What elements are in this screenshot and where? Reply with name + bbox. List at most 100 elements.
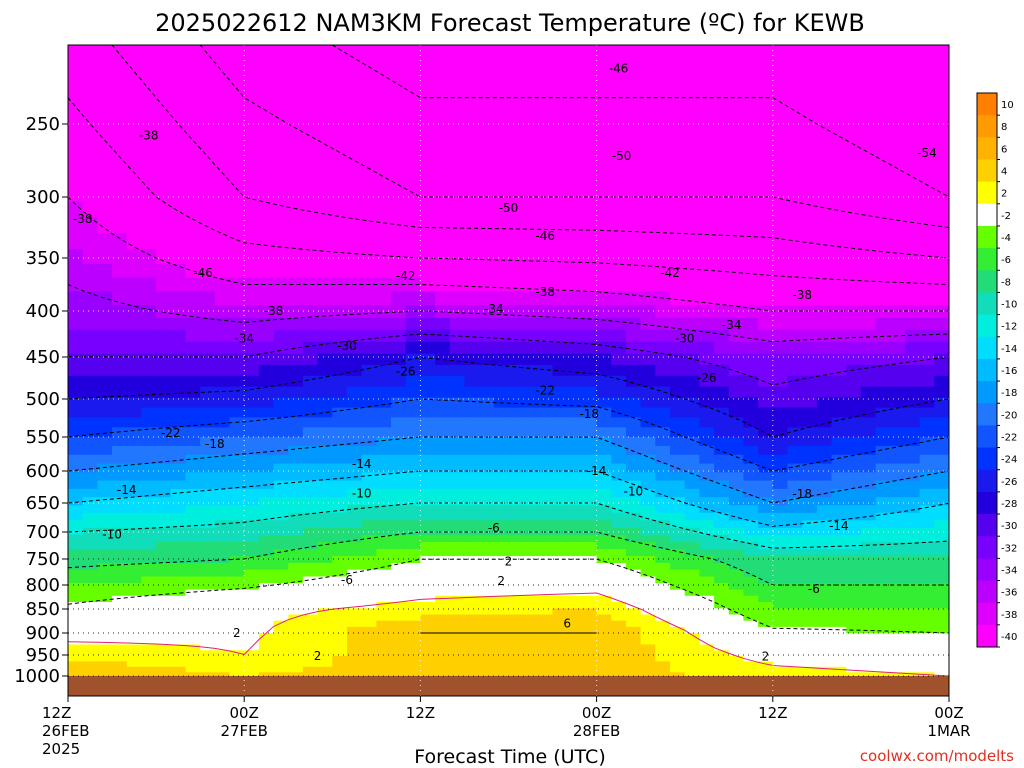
field-cell (244, 145, 260, 166)
field-cell (831, 264, 847, 279)
field-cell (537, 397, 554, 409)
field-cell (332, 317, 348, 331)
field-cell (347, 217, 363, 234)
field-cell (361, 549, 377, 557)
field-cell (890, 145, 906, 166)
field-cell (68, 386, 84, 399)
field-cell (684, 650, 700, 657)
field-cell (200, 106, 216, 128)
field-cell (581, 488, 598, 498)
field-cell (302, 542, 319, 550)
field-cell (112, 497, 128, 506)
field-cell (537, 589, 554, 597)
field-cell (523, 86, 539, 108)
field-cell (229, 145, 245, 166)
field-cell (714, 505, 730, 514)
field-cell (919, 556, 935, 564)
field-cell (684, 317, 700, 331)
field-cell (905, 427, 921, 438)
field-cell (82, 472, 98, 482)
field-cell (185, 277, 201, 292)
field-cell (82, 527, 98, 536)
field-cell (772, 386, 789, 399)
field-cell (684, 638, 700, 646)
field-cell (302, 145, 319, 166)
field-cell (464, 666, 480, 673)
field-cell (258, 644, 275, 651)
field-cell (567, 497, 583, 506)
field-cell (552, 427, 568, 438)
field-cell (258, 454, 275, 465)
field-cell (567, 644, 583, 651)
field-cell (626, 595, 642, 603)
field-cell (391, 386, 407, 399)
field-cell (141, 480, 157, 490)
field-cell (581, 512, 598, 521)
field-cell (317, 472, 333, 482)
field-cell (273, 472, 289, 482)
field-cell (200, 655, 216, 662)
field-cell (655, 353, 671, 366)
field-cell (244, 520, 260, 529)
field-cell (743, 329, 759, 343)
field-cell (552, 353, 568, 366)
field-cell (890, 497, 906, 506)
field-cell (141, 583, 157, 591)
field-cell (875, 472, 891, 482)
field-cell (82, 445, 98, 456)
field-cell (302, 672, 319, 680)
colorbar-swatch (977, 270, 997, 293)
field-cell (655, 666, 671, 673)
field-cell (581, 417, 598, 428)
field-cell (581, 614, 598, 622)
field-cell (376, 620, 392, 628)
field-cell (435, 106, 451, 128)
field-cell (97, 417, 113, 428)
field-cell (552, 329, 568, 343)
field-cell (156, 317, 172, 331)
field-cell (405, 638, 421, 646)
field-cell (391, 445, 407, 456)
field-cell (846, 277, 862, 292)
field-cell (758, 329, 774, 343)
field-cell (302, 480, 319, 490)
field-cell (846, 126, 862, 147)
field-cell (523, 650, 539, 657)
field-cell (728, 317, 745, 331)
field-cell (890, 672, 906, 680)
field-cell (934, 305, 949, 319)
field-cell (684, 661, 700, 668)
field-cell (464, 497, 480, 506)
field-cell (905, 626, 921, 634)
field-cell (611, 249, 627, 265)
field-cell (802, 201, 818, 218)
field-cell (200, 249, 216, 265)
field-cell (391, 437, 407, 447)
field-cell (919, 614, 935, 622)
field-cell (890, 620, 906, 628)
field-cell (214, 655, 231, 662)
contour-label: -30 (675, 332, 695, 346)
field-cell (376, 644, 392, 651)
field-cell (391, 233, 407, 250)
field-cell (464, 463, 480, 473)
field-cell (846, 666, 862, 673)
field-cell (699, 437, 715, 447)
field-cell (258, 576, 275, 584)
field-cell (670, 145, 686, 166)
field-cell (214, 264, 231, 279)
field-cell (758, 445, 774, 456)
field-cell (714, 608, 730, 616)
field-cell (435, 661, 451, 668)
field-cell (670, 589, 686, 597)
field-cell (684, 480, 700, 490)
field-cell (214, 341, 231, 355)
field-cell (758, 583, 774, 591)
field-cell (214, 638, 231, 646)
field-cell (361, 183, 377, 203)
field-cell (758, 535, 774, 543)
field-cell (376, 527, 392, 536)
field-cell (508, 576, 524, 584)
field-cell (347, 650, 363, 657)
field-cell (684, 472, 700, 482)
